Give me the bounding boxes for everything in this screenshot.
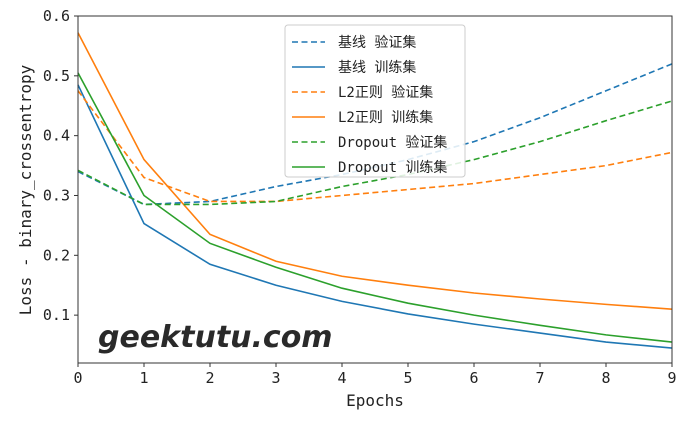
x-tick-label: 3 — [271, 369, 280, 387]
legend-label: Dropout 验证集 — [338, 134, 447, 151]
x-tick-label: 8 — [601, 369, 610, 387]
series-line-4 — [77, 100, 673, 206]
y-tick-label: 0.4 — [43, 127, 70, 145]
y-tick-label: 0.1 — [43, 306, 70, 324]
x-tick-label: 4 — [337, 369, 346, 387]
x-tick-label: 2 — [205, 369, 214, 387]
y-tick-label: 0.3 — [43, 186, 70, 204]
plot-frame — [77, 15, 673, 364]
legend-label: L2正则 训练集 — [338, 109, 433, 126]
y-tick-label: 0.2 — [43, 246, 70, 264]
series-line-1 — [77, 84, 673, 349]
watermark: geektutu.com — [98, 320, 333, 355]
y-tick-label: 0.5 — [43, 67, 70, 85]
x-ticks: 0 1 2 3 4 5 6 7 8 9 — [73, 363, 677, 387]
legend-label: L2正则 验证集 — [338, 84, 433, 101]
x-tick-label: 6 — [469, 369, 478, 387]
x-axis-label: Epochs — [346, 391, 404, 410]
x-tick-label: 1 — [139, 369, 148, 387]
legend-box — [284, 24, 466, 178]
series-line-2 — [77, 90, 673, 203]
series-lines — [77, 32, 673, 349]
series-line-3 — [77, 32, 673, 310]
x-tick-label: 0 — [73, 369, 82, 387]
legend-label: 基线 验证集 — [338, 34, 416, 51]
y-axis-label: Loss - binary_crossentropy — [16, 64, 35, 315]
x-tick-label: 5 — [403, 369, 412, 387]
x-tick-label: 7 — [535, 369, 544, 387]
y-tick-label: 0.6 — [43, 7, 70, 25]
y-ticks: 0.1 0.2 0.3 0.4 0.5 0.6 — [43, 7, 78, 324]
series-line-5 — [77, 72, 673, 343]
x-tick-label: 9 — [667, 369, 676, 387]
legend-label: Dropout 训练集 — [338, 159, 447, 176]
legend-label: 基线 训练集 — [338, 59, 416, 76]
